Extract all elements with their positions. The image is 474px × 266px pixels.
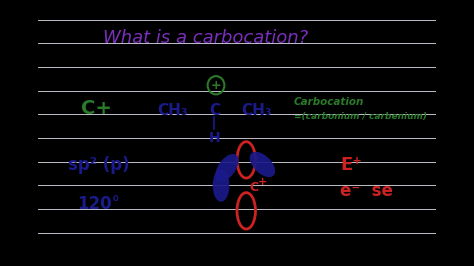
Text: 120°: 120° (77, 194, 120, 213)
Text: sp² (p): sp² (p) (68, 156, 129, 174)
Text: Carbocation: Carbocation (294, 97, 365, 107)
Text: H: H (209, 131, 220, 145)
Ellipse shape (213, 169, 229, 202)
Text: +: + (258, 177, 267, 187)
Text: +: + (210, 79, 221, 92)
Text: E⁺: E⁺ (340, 156, 362, 174)
Ellipse shape (250, 152, 275, 177)
Text: C+: C+ (81, 99, 112, 118)
Text: C: C (250, 181, 259, 194)
Text: What is a carbocation?: What is a carbocation? (103, 29, 309, 47)
Text: e⁻  se: e⁻ se (340, 182, 393, 200)
Text: CH₃: CH₃ (241, 103, 272, 118)
Text: C: C (209, 103, 220, 118)
Text: CH₃: CH₃ (157, 103, 187, 118)
Ellipse shape (215, 154, 238, 182)
Text: =(carbonium / carbenium): =(carbonium / carbenium) (294, 112, 427, 121)
